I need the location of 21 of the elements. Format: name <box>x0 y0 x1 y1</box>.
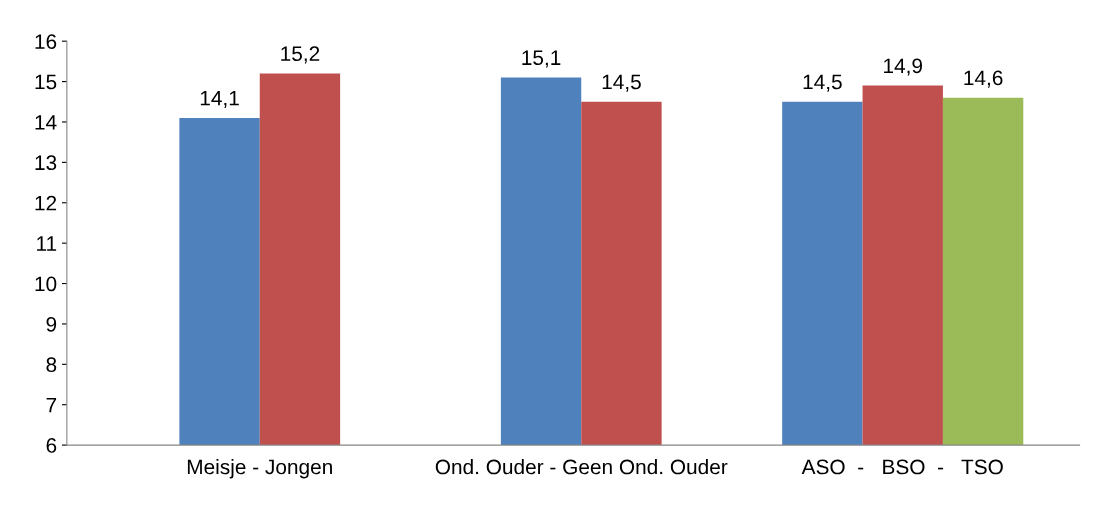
data-label: 14,9 <box>884 58 923 76</box>
y-tick-label: 16 <box>35 34 57 49</box>
y-tick-label: 8 <box>46 357 57 373</box>
data-label: 14,1 <box>200 90 239 108</box>
y-tick-label: 7 <box>46 397 57 413</box>
y-tick-label: 13 <box>35 155 57 171</box>
y-tick-label: 9 <box>46 316 57 332</box>
y-tick-label: 15 <box>35 74 57 90</box>
data-label: 14,5 <box>602 74 641 92</box>
data-label: 14,5 <box>803 74 842 92</box>
y-tick-label: 6 <box>46 438 57 453</box>
x-tick-label: Ond. Ouder - Geen Ond. Ouder <box>435 458 728 475</box>
data-label: 15,2 <box>281 46 320 64</box>
x-tick-label: Meisje - Jongen <box>187 458 332 479</box>
y-tick-label: 14 <box>35 115 57 130</box>
y-tick-label: 10 <box>35 276 57 292</box>
data-label: 15,1 <box>522 50 561 68</box>
y-tick-label: 11 <box>37 236 57 251</box>
data-label: 14,6 <box>964 70 1003 88</box>
y-tick-label: 12 <box>35 195 57 211</box>
x-tick-label: ASO - BSO - TSO <box>801 459 1003 475</box>
